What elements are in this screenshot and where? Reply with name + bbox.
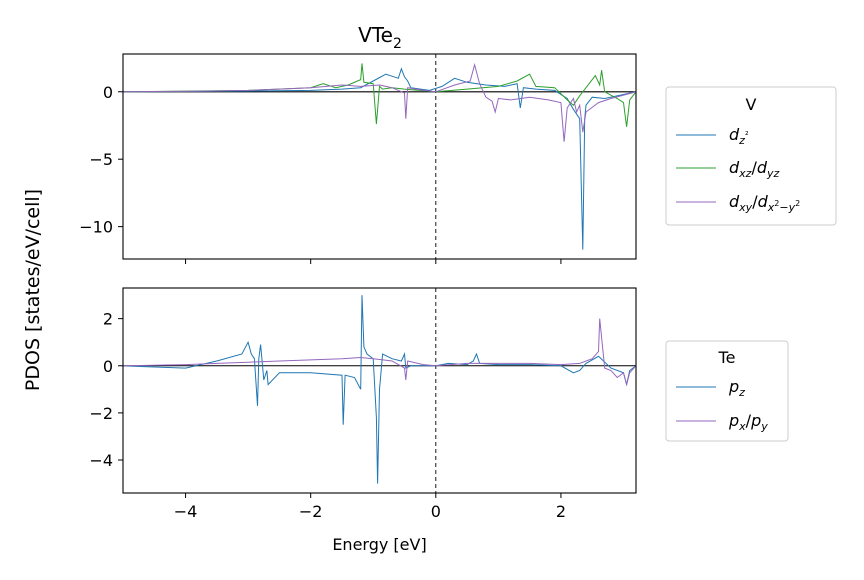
- legend-te-box: [665, 340, 789, 442]
- series-line-pz: [122, 295, 637, 484]
- bottom-panel-series: [122, 295, 637, 484]
- legend-v-title: V: [746, 95, 757, 114]
- legend-v: V dz² dxz/dyz dxy/dx2−y2: [665, 86, 837, 226]
- top-panel-ytick-label: −5: [89, 150, 113, 169]
- legend-dxy-label: dxy/dx2−y2: [729, 192, 800, 214]
- bottom-panel-ytick-label: −4: [89, 451, 113, 470]
- series-line-dxy_dx2y2: [122, 62, 637, 142]
- legend-dz2-label: dz²: [729, 125, 749, 147]
- legend-te-title: Te: [718, 348, 736, 367]
- legend-pxpy-label: px/py: [728, 411, 768, 433]
- bottom-panel-ytick-label: 2: [103, 310, 113, 329]
- bottom-panel: −4 −2 0 2 2 0 −2 −4: [89, 287, 637, 521]
- legend-te: Te pz px/py: [665, 340, 789, 442]
- bottom-panel-frame: [122, 287, 637, 494]
- legend-pz-label: pz: [728, 377, 745, 399]
- top-panel-frame: [122, 53, 637, 260]
- series-line-dxz_dyz: [122, 63, 637, 127]
- bottom-panel-ytick-label: 0: [103, 357, 113, 376]
- top-panel-yticks: 0 −5 −10: [79, 83, 123, 237]
- top-panel-xticks: [185, 259, 562, 264]
- bottom-panel-xtick-label: 2: [556, 502, 566, 521]
- bottom-panel-xtick-label: −4: [174, 502, 198, 521]
- bottom-panel-ytick-label: −2: [89, 404, 113, 423]
- top-panel-series: [122, 62, 637, 250]
- y-axis-label: PDOS [states/eV/cell]: [22, 189, 44, 391]
- top-panel: 0 −5 −10: [79, 53, 637, 264]
- bottom-panel-yticks: 2 0 −2 −4: [89, 310, 123, 470]
- chart-title-subscript: 2: [393, 36, 402, 52]
- bottom-panel-xtick-label: −2: [299, 502, 323, 521]
- chart-title: VTe2: [358, 23, 402, 52]
- top-panel-ytick-label: −10: [79, 218, 113, 237]
- legend-v-box: [665, 86, 837, 226]
- bottom-panel-xticks: −4 −2 0 2: [174, 493, 566, 521]
- series-line-px_py: [122, 318, 637, 387]
- x-axis-label: Energy [eV]: [332, 535, 426, 554]
- top-panel-ytick-label: 0: [103, 83, 113, 102]
- legend-dxz-label: dxz/dyz: [729, 158, 780, 180]
- bottom-panel-xtick-label: 0: [431, 502, 441, 521]
- series-line-dz2: [122, 67, 637, 250]
